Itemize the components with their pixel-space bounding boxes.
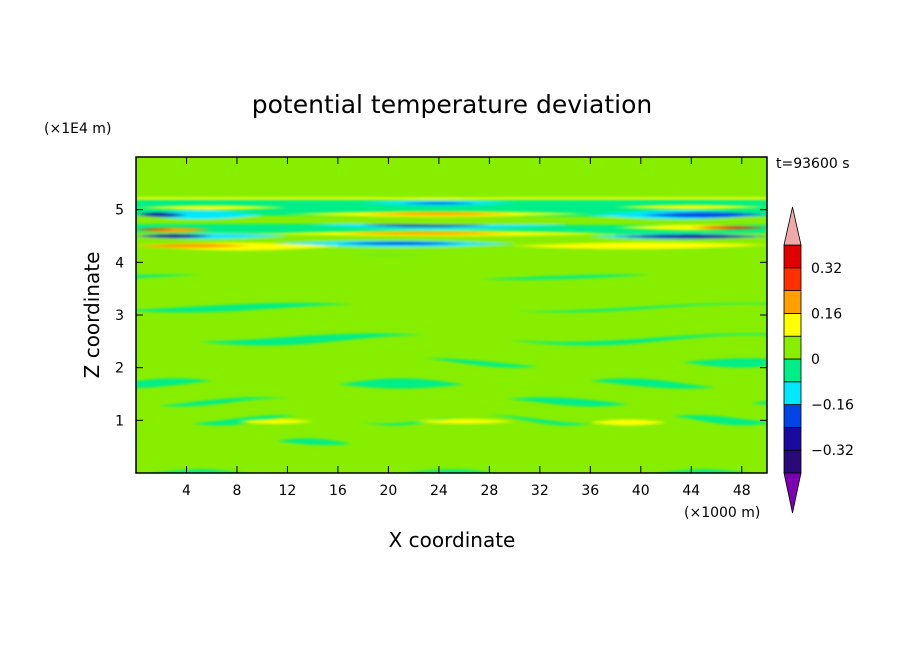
contour-band: [136, 228, 174, 231]
colorbar-segment: [783, 267, 802, 291]
contour-band: [136, 212, 187, 217]
contour-band: [136, 271, 767, 312]
colorbar-segment: [783, 335, 802, 360]
plot-area: [136, 157, 767, 473]
x-tick-label: 12: [279, 483, 297, 499]
contour-band: [136, 243, 250, 248]
x-axis-label: X coordinate: [389, 528, 516, 552]
y-axis-label: Z coordinate: [80, 252, 104, 379]
x-tick-label: 28: [480, 483, 498, 499]
contour-band: [237, 419, 313, 424]
colorbar-segment: [783, 358, 802, 383]
contour-band: [136, 233, 212, 239]
colorbar-segment: [783, 312, 802, 337]
y-tick-label: 1: [115, 413, 124, 429]
x-tick-label: 4: [182, 483, 191, 499]
x-axis: 4 8 12 16 20 24 28 32 36 40 44 48: [182, 157, 751, 499]
y-tick-label: 2: [115, 361, 124, 377]
contour-band: [136, 157, 767, 198]
x-unit-label: (×1000 m): [684, 505, 760, 521]
contour-band: [615, 204, 767, 210]
contour-band: [401, 202, 477, 205]
colorbar-segment: [783, 290, 802, 314]
colorbar-segment: [783, 381, 802, 405]
time-label: t=93600 s: [776, 156, 850, 172]
colorbar-segment: [783, 449, 802, 474]
y-unit-label: (×1E4 m): [44, 121, 111, 137]
colorbar-label: 0.16: [811, 306, 842, 322]
contour-band: [136, 303, 767, 342]
colorbar-segment: [783, 404, 802, 428]
y-axis: 1 2 3 4 5: [115, 203, 767, 429]
contour-band: [337, 231, 515, 235]
y-tick-label: 5: [115, 203, 124, 219]
contour-band: [615, 234, 767, 239]
x-tick-label: 24: [430, 483, 448, 499]
colorbar-segment: [783, 426, 802, 451]
contour-band: [136, 432, 767, 473]
colorbar-under-triangle: [783, 472, 802, 514]
x-tick-label: 8: [232, 483, 241, 499]
colorbar-over-triangle: [783, 206, 802, 246]
colorbar-label: −0.16: [811, 398, 854, 414]
colorbar-label: 0: [811, 352, 820, 368]
contour-band: [136, 215, 767, 225]
contour-band: [136, 249, 767, 281]
x-tick-label: 44: [682, 483, 700, 499]
contour-band: [691, 226, 767, 230]
contour-band: [514, 242, 767, 249]
x-tick-label: 16: [329, 483, 347, 499]
contour-band: [337, 241, 465, 245]
contour-band: [640, 212, 767, 218]
contour-band: [590, 419, 666, 426]
x-tick-label: 20: [379, 483, 397, 499]
colorbar-segment: [783, 244, 802, 269]
y-tick-label: 3: [115, 308, 124, 324]
colorbar: 0.32 0.16 0 −0.16 −0.32: [783, 206, 854, 514]
y-tick-label: 4: [115, 255, 124, 271]
colorbar-label: 0.32: [811, 261, 842, 277]
x-tick-label: 36: [581, 483, 599, 499]
contour-band: [363, 212, 515, 216]
contour-band: [136, 210, 263, 220]
contour-band: [136, 335, 767, 369]
x-tick-label: 32: [531, 483, 549, 499]
x-tick-label: 40: [632, 483, 650, 499]
colorbar-label: −0.32: [811, 443, 854, 459]
contour-band: [136, 205, 288, 210]
contour-band: [136, 398, 767, 424]
chart-title: potential temperature deviation: [252, 90, 652, 119]
x-tick-label: 48: [733, 483, 751, 499]
contour-band: [413, 419, 515, 424]
